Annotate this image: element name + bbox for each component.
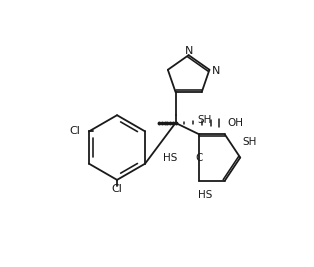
Text: SH: SH bbox=[242, 137, 257, 147]
Text: N: N bbox=[184, 45, 193, 56]
Text: SH: SH bbox=[198, 115, 212, 125]
Text: OH: OH bbox=[227, 118, 243, 128]
Text: HS: HS bbox=[163, 152, 177, 163]
Text: Cl: Cl bbox=[111, 184, 122, 194]
Text: HS: HS bbox=[198, 190, 212, 200]
Text: Cl: Cl bbox=[70, 126, 81, 136]
Text: C: C bbox=[196, 152, 203, 163]
Text: N: N bbox=[212, 65, 220, 76]
